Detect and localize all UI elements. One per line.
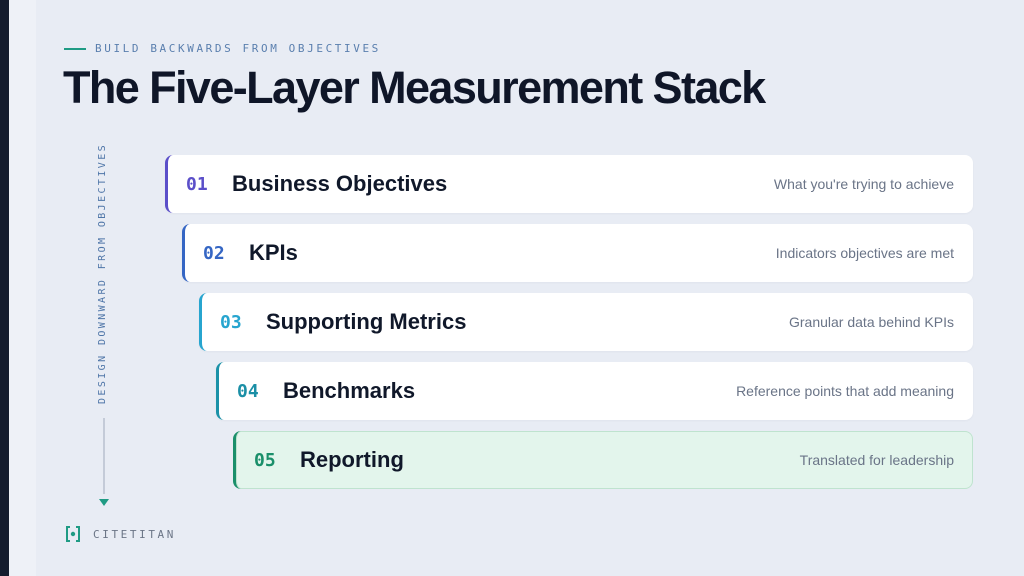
layer-number: 02 bbox=[203, 242, 225, 264]
side-label-line bbox=[103, 418, 105, 494]
layer-card-05: 05 Reporting Translated for leadership bbox=[233, 431, 973, 489]
layer-title: Reporting bbox=[300, 447, 404, 472]
bracket-dot-logo-icon bbox=[65, 525, 81, 543]
layer-title: Benchmarks bbox=[283, 378, 416, 403]
layer-description: Indicators objectives are met bbox=[775, 245, 954, 261]
layer-number: 04 bbox=[237, 380, 259, 402]
arrow-down-icon bbox=[99, 499, 109, 506]
layer-description: Translated for leadership bbox=[799, 452, 954, 468]
eyebrow: BUILD BACKWARDS FROM OBJECTIVES bbox=[64, 42, 381, 55]
eyebrow-rule bbox=[64, 47, 86, 50]
layer-number: 03 bbox=[220, 311, 242, 333]
layer-card-04: 04 Benchmarks Reference points that add … bbox=[216, 362, 973, 420]
side-label: DESIGN DOWNWARD FROM OBJECTIVES bbox=[97, 142, 108, 405]
brand-name: CITETITAN bbox=[93, 527, 177, 541]
layer-title: Supporting Metrics bbox=[266, 309, 467, 334]
layer-title: KPIs bbox=[249, 240, 298, 265]
layer-card-01: 01 Business Objectives What you're tryin… bbox=[165, 155, 973, 213]
layer-card-03: 03 Supporting Metrics Granular data behi… bbox=[199, 293, 973, 351]
layer-description: Granular data behind KPIs bbox=[789, 314, 954, 330]
layer-card-02: 02 KPIs Indicators objectives are met bbox=[182, 224, 973, 282]
left-edge-bar bbox=[0, 0, 9, 576]
eyebrow-text: BUILD BACKWARDS FROM OBJECTIVES bbox=[95, 42, 381, 55]
layer-description: What you're trying to achieve bbox=[773, 176, 954, 192]
layer-number: 01 bbox=[186, 173, 208, 195]
brand: CITETITAN bbox=[65, 525, 176, 543]
left-edge-panel bbox=[9, 0, 36, 576]
layer-description: Reference points that add meaning bbox=[736, 383, 954, 399]
layer-number: 05 bbox=[254, 449, 276, 471]
layer-title: Business Objectives bbox=[232, 171, 448, 196]
page-title: The Five-Layer Measurement Stack bbox=[63, 62, 766, 113]
